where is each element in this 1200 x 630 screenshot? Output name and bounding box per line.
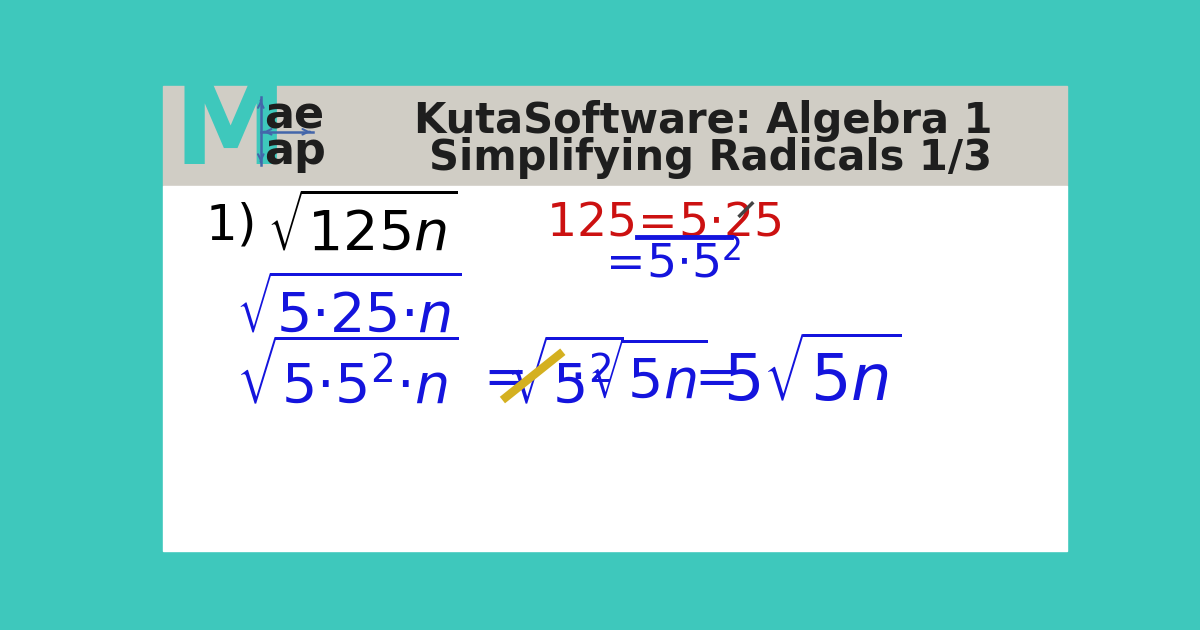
Bar (163, 186, 1067, 551)
Text: Simplifying Radicals 1/3: Simplifying Radicals 1/3 (430, 137, 992, 179)
Text: ${\cdot}$: ${\cdot}$ (569, 352, 582, 403)
Text: $=$: $=$ (473, 352, 523, 403)
Text: $\sqrt{5n}$: $\sqrt{5n}$ (588, 345, 707, 410)
Text: ae: ae (264, 94, 324, 137)
Text: $\sqrt{125n}$: $\sqrt{125n}$ (266, 195, 457, 261)
Text: $=$: $=$ (684, 352, 736, 403)
Text: $5\sqrt{5n}$: $5\sqrt{5n}$ (722, 340, 901, 415)
Text: $125\!=\!5{\cdot}25$: $125\!=\!5{\cdot}25$ (546, 201, 781, 246)
Bar (163, 86, 1067, 186)
Text: $=\!5{\cdot}5^2$: $=\!5{\cdot}5^2$ (595, 240, 742, 287)
Text: $\sqrt{5{\cdot}5^2{\cdot}n}$: $\sqrt{5{\cdot}5^2{\cdot}n}$ (236, 341, 458, 415)
Text: $1)$: $1)$ (205, 202, 254, 249)
Text: ap: ap (264, 130, 325, 173)
Text: KutaSoftware: Algebra 1: KutaSoftware: Algebra 1 (414, 100, 992, 142)
Text: $\sqrt{5^2}$: $\sqrt{5^2}$ (508, 341, 624, 415)
Text: $\sqrt{5{\cdot}25{\cdot}n}$: $\sqrt{5{\cdot}25{\cdot}n}$ (236, 277, 462, 343)
Text: M: M (173, 77, 287, 188)
